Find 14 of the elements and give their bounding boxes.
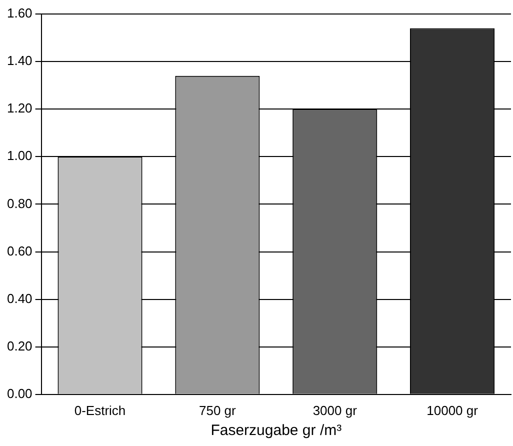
y-tick-label: 0.20 (6, 338, 32, 354)
y-tick-label: 0.80 (6, 196, 32, 211)
y-tick-label: 0.40 (6, 290, 32, 306)
y-tick-label: 1.00 (6, 148, 32, 164)
x-tick-label: 10000 gr (426, 402, 479, 418)
y-tick-label: 1.60 (6, 6, 32, 21)
x-tick-label: 750 gr (199, 402, 237, 418)
x-tick-label: 3000 gr (312, 402, 358, 418)
x-tick-label: 0-Estrich (74, 402, 126, 418)
x-axis-title: Faserzugabe gr /m³ (210, 422, 342, 440)
y-tick-label: 0.60 (6, 243, 32, 258)
y-tick-label: 1.40 (6, 53, 32, 68)
y-tick-label: 1.20 (6, 100, 32, 116)
y-tick-label: 0.00 (6, 386, 32, 401)
